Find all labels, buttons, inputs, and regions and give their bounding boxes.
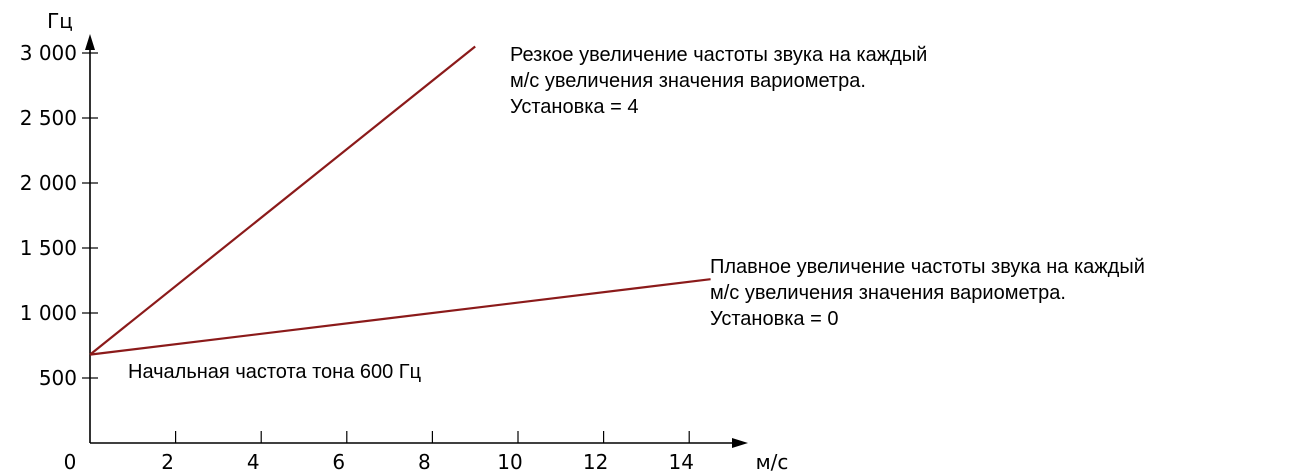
y-tick-label: 3 000	[20, 41, 77, 65]
y-tick-label: 1 500	[20, 236, 77, 260]
x-tick-label: 10	[497, 450, 522, 473]
series-line-smooth	[89, 278, 711, 356]
x-tick-label: 2	[161, 450, 174, 473]
y-tick-label: 2 500	[20, 106, 77, 130]
y-axis-label: Гц	[47, 9, 73, 33]
y-tick-label: 1 000	[20, 301, 77, 325]
annotation-start-line: Начальная частота тона 600 Гц	[128, 361, 421, 383]
annotation-steep-line: м/с увеличения значения вариометра.	[510, 70, 866, 92]
annotation-steep-line: Установка = 4	[510, 96, 638, 118]
series-lines	[89, 45, 711, 356]
y-axis-arrow-icon	[85, 34, 95, 50]
x-tick-label: 14	[668, 450, 693, 473]
x-axis-arrow-icon	[732, 438, 748, 448]
x-tick-label: 8	[418, 450, 431, 473]
x-tick-label: 12	[583, 450, 608, 473]
annotation-smooth-line: Плавное увеличение частоты звука на кажд…	[710, 256, 1145, 278]
annotation-smooth-line: м/с увеличения значения вариометра.	[710, 282, 1066, 304]
series-line-steep	[89, 45, 476, 356]
annotation-steep-line: Резкое увеличение частоты звука на кажды…	[510, 44, 927, 66]
x-axis-label: м/с	[756, 450, 789, 473]
y-tick-label: 2 000	[20, 171, 77, 195]
y-tick-label: 500	[39, 366, 77, 390]
axes: 2 4 6 8 10 12 14 0 500 1 000 1 500 2 000 2 500 3 000 Г…	[20, 9, 789, 473]
annotations: Резкое увеличение частоты звука на кажды…	[128, 44, 1145, 383]
x-tick-label: 6	[332, 450, 345, 473]
origin-label: 0	[64, 450, 77, 473]
x-tick-label: 4	[247, 450, 260, 473]
annotation-smooth-line: Установка = 0	[710, 308, 838, 330]
